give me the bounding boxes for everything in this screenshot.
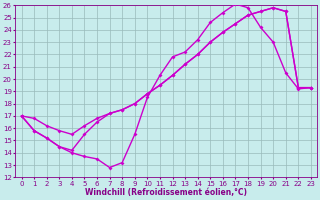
X-axis label: Windchill (Refroidissement éolien,°C): Windchill (Refroidissement éolien,°C) — [85, 188, 247, 197]
